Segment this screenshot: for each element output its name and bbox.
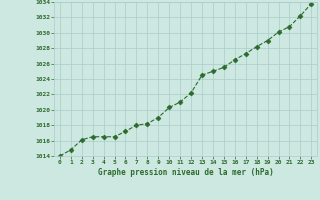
X-axis label: Graphe pression niveau de la mer (hPa): Graphe pression niveau de la mer (hPa) [98, 168, 274, 177]
